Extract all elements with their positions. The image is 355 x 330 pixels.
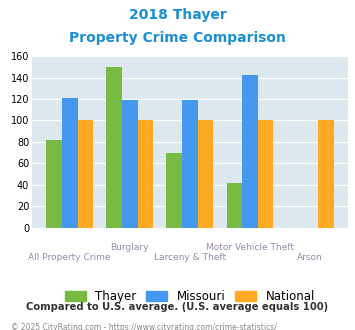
Text: Arson: Arson <box>297 253 323 262</box>
Text: Motor Vehicle Theft: Motor Vehicle Theft <box>206 243 294 252</box>
Bar <box>138 120 153 228</box>
Bar <box>166 152 182 228</box>
Text: Larceny & Theft: Larceny & Theft <box>154 253 226 262</box>
Bar <box>62 98 77 228</box>
Bar <box>318 120 334 228</box>
Legend: Thayer, Missouri, National: Thayer, Missouri, National <box>60 285 320 308</box>
Bar <box>122 100 138 228</box>
Bar <box>46 140 62 228</box>
Text: All Property Crime: All Property Crime <box>28 253 111 262</box>
Text: 2018 Thayer: 2018 Thayer <box>129 8 226 22</box>
Bar <box>226 183 242 228</box>
Text: Property Crime Comparison: Property Crime Comparison <box>69 31 286 45</box>
Text: Burglary: Burglary <box>111 243 149 252</box>
Bar <box>258 120 273 228</box>
Bar <box>198 120 213 228</box>
Bar <box>242 76 258 228</box>
Bar <box>106 67 122 228</box>
Bar <box>77 120 93 228</box>
Text: © 2025 CityRating.com - https://www.cityrating.com/crime-statistics/: © 2025 CityRating.com - https://www.city… <box>11 323 277 330</box>
Bar <box>182 100 198 228</box>
Text: Compared to U.S. average. (U.S. average equals 100): Compared to U.S. average. (U.S. average … <box>26 302 329 312</box>
